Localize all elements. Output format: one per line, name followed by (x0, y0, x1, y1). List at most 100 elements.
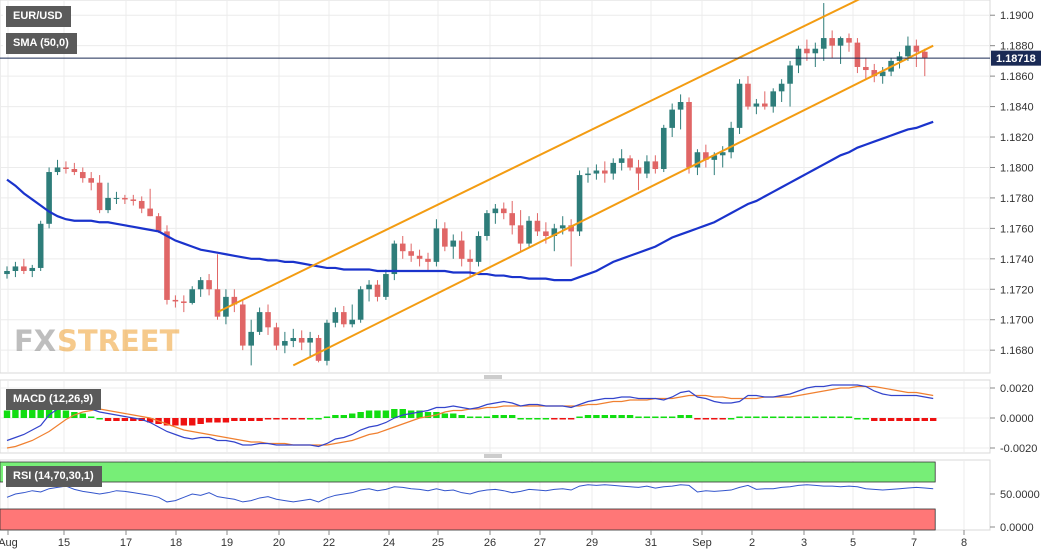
candle-body (829, 38, 835, 46)
candle-body (559, 225, 566, 229)
candle-body (854, 42, 861, 67)
macd-histogram-bar (668, 416, 676, 418)
rsi-tick-label: 0.0000 (1000, 522, 1034, 534)
macd-histogram-bar (576, 416, 583, 418)
price-pane-frame (0, 0, 991, 374)
candle-body (96, 182, 103, 211)
price-tick-label: 1.1800 (1000, 162, 1034, 174)
candle-body (585, 173, 591, 176)
candle-body (248, 331, 254, 346)
macd-pane-resize-handle[interactable] (484, 375, 502, 379)
candle-body (54, 167, 61, 173)
macd-histogram-bar (812, 416, 819, 418)
macd-histogram-bar (130, 418, 137, 421)
macd-histogram-bar (290, 418, 297, 420)
macd-histogram-bar (610, 415, 617, 418)
macd-histogram-bar (475, 416, 482, 418)
watermark-street: STREET (57, 324, 180, 358)
candle-body (652, 161, 659, 169)
candle-body (593, 170, 600, 174)
macd-tick-label: -0.0020 (1000, 443, 1037, 455)
candle-body (728, 127, 734, 153)
symbol-label[interactable]: EUR/USD (3, 6, 71, 27)
macd-histogram-bar (845, 416, 853, 418)
macd-histogram-bar (584, 415, 592, 418)
macd-histogram-bar (88, 416, 95, 418)
candle-body (189, 289, 196, 303)
candle-body (787, 65, 793, 84)
candle-body (164, 231, 170, 300)
candle-body (778, 83, 785, 92)
candle-body (4, 270, 10, 275)
candle-body (256, 312, 263, 332)
last-price-marker: 1.18718 (0, 50, 1041, 66)
macd-histogram-bar (930, 418, 937, 421)
x-tick-label: 22 (323, 537, 335, 549)
candle-body (324, 322, 330, 361)
macd-label[interactable]: MACD (12,26,9) (3, 389, 102, 410)
candle-body (147, 208, 153, 217)
candle-body (282, 341, 288, 346)
last-price-value: 1.18718 (996, 53, 1036, 65)
candle-body (703, 152, 709, 160)
macd-histogram-bar (871, 418, 878, 421)
price-tick-label: 1.1740 (1000, 254, 1034, 266)
macd-histogram-bar (551, 418, 558, 420)
rsi-overbought-band (0, 461, 936, 483)
x-tick-label: 5 (850, 537, 856, 549)
x-tick-label: 17 (120, 537, 132, 549)
price-tick-label: 1.1880 (1000, 41, 1034, 53)
price-tick-label: 1.1820 (1000, 132, 1034, 144)
candle-body (155, 216, 162, 232)
candle-body (130, 199, 137, 201)
candle-body (837, 38, 844, 46)
macd-histogram-bar (660, 416, 667, 418)
candle-body (568, 225, 574, 232)
price-plot (4, 0, 934, 367)
macd-histogram-bar (542, 418, 550, 420)
candle-body (644, 161, 650, 174)
candle-body (214, 289, 221, 317)
rsi-pane-resize-handle[interactable] (484, 454, 502, 458)
macd-histogram-bar (517, 418, 524, 420)
candle-body (71, 168, 78, 173)
candle-body (307, 337, 313, 343)
candle-body (467, 258, 473, 262)
rsi-label[interactable]: RSI (14,70,30,1) (3, 466, 102, 487)
candle-body (223, 296, 229, 317)
fxstreet-watermark: FX STREET (14, 324, 180, 358)
price-tick-label: 1.1900 (1000, 10, 1034, 22)
candle-body (315, 337, 322, 361)
candle-body (913, 45, 920, 52)
macd-histogram-bar (913, 418, 920, 421)
macd-histogram-bar (626, 415, 634, 418)
macd-histogram-bar (854, 418, 861, 420)
candle-body (492, 208, 499, 214)
candle-body (526, 220, 532, 244)
macd-histogram-bar (214, 418, 221, 423)
macd-histogram-bar (96, 418, 103, 420)
channel-lower-line (292, 44, 934, 367)
candle-body (618, 158, 625, 163)
macd-histogram-bar (298, 418, 305, 420)
macd-histogram-bar (349, 413, 356, 418)
x-tick-label: 31 (645, 537, 657, 549)
price-tick-label: 1.1720 (1000, 284, 1034, 296)
macd-line (6, 384, 934, 448)
candle-body (905, 45, 911, 57)
macd-histogram-bar (315, 418, 322, 420)
macd-tick-label: 0.0000 (1000, 413, 1034, 425)
candle-body (332, 312, 339, 323)
axes: Aug 15 17 18 19 20 22 24 25 26 27 29 31 Sep 2 3 5 7 8 1.168… (0, 10, 1040, 549)
macd-histogram-bar (273, 418, 280, 420)
macd-histogram-bar (904, 418, 912, 421)
macd-histogram-bar (921, 418, 928, 421)
macd-histogram-bar (54, 409, 61, 418)
candle-body (812, 48, 819, 54)
candle-body (879, 71, 886, 77)
macd-histogram-bar (340, 415, 347, 418)
candle-body (660, 127, 667, 169)
candle-body (450, 240, 457, 247)
sma-label[interactable]: SMA (50,0) (3, 33, 77, 54)
macd-histogram-bar (770, 416, 777, 418)
